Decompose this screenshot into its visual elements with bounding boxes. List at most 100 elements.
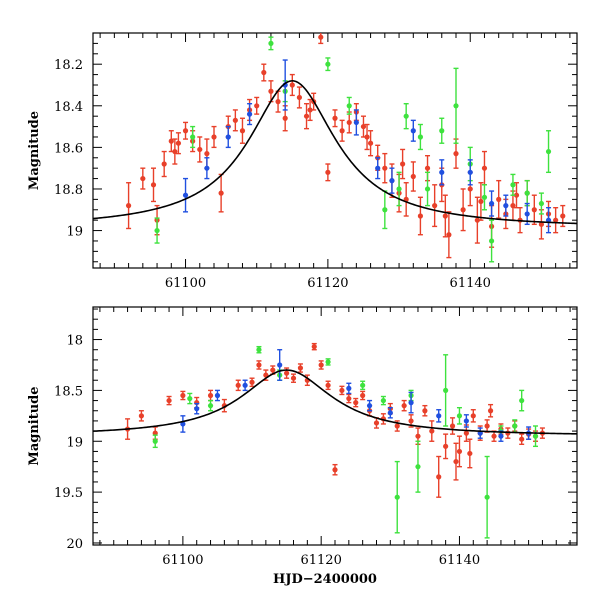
red-data-point bbox=[289, 82, 295, 88]
green-data-point bbox=[424, 186, 431, 192]
x-tick-label: 61140 bbox=[439, 553, 480, 568]
red-data-point bbox=[318, 362, 324, 368]
red-data-point bbox=[296, 94, 303, 101]
red-data-point bbox=[346, 119, 352, 126]
red-data-point bbox=[442, 213, 448, 219]
blue-data-point bbox=[387, 410, 393, 416]
red-data-point bbox=[463, 430, 469, 436]
blue-data-point bbox=[204, 165, 210, 171]
red-data-point bbox=[460, 207, 466, 213]
y-axis-title: Magnitude bbox=[27, 386, 42, 465]
blue-data-point bbox=[408, 400, 414, 406]
green-data-point bbox=[538, 200, 545, 207]
red-data-point bbox=[538, 221, 545, 227]
red-data-point bbox=[353, 400, 359, 406]
red-data-point bbox=[332, 115, 338, 121]
red-data-point bbox=[382, 165, 388, 171]
blue-data-point bbox=[353, 119, 359, 126]
green-data-point bbox=[152, 438, 158, 444]
red-data-point bbox=[373, 420, 380, 426]
red-data-point bbox=[197, 146, 203, 153]
y-tick-label: 19.5 bbox=[54, 486, 83, 501]
data-layer bbox=[93, 342, 577, 539]
red-data-point bbox=[474, 217, 480, 223]
y-tick-label: 18.5 bbox=[54, 384, 83, 399]
red-data-point bbox=[325, 169, 331, 175]
blue-data-point bbox=[346, 385, 352, 391]
red-data-point bbox=[478, 198, 484, 205]
red-data-point bbox=[453, 458, 459, 465]
red-data-point bbox=[211, 134, 217, 140]
plot-frame bbox=[92, 32, 578, 269]
red-data-point bbox=[443, 443, 449, 449]
red-data-point bbox=[207, 392, 214, 399]
red-data-point bbox=[138, 413, 144, 419]
y-tick-label: 18.4 bbox=[54, 100, 83, 115]
red-data-point bbox=[449, 423, 456, 429]
blue-data-point bbox=[545, 217, 552, 223]
red-data-point bbox=[303, 113, 310, 119]
green-data-point bbox=[453, 103, 459, 109]
red-data-point bbox=[282, 115, 288, 121]
red-data-point bbox=[256, 362, 262, 368]
red-data-point bbox=[408, 418, 414, 424]
red-data-point bbox=[152, 430, 158, 436]
red-data-point bbox=[254, 103, 260, 109]
green-data-point bbox=[456, 413, 463, 419]
blue-data-point bbox=[524, 211, 530, 217]
red-data-point bbox=[432, 203, 438, 209]
red-data-point bbox=[175, 140, 182, 146]
green-data-point bbox=[380, 397, 386, 404]
red-data-point bbox=[364, 134, 370, 140]
red-data-point bbox=[519, 436, 525, 442]
green-data-point bbox=[532, 433, 539, 439]
red-data-point bbox=[484, 423, 490, 429]
red-data-point bbox=[261, 69, 267, 76]
red-data-point bbox=[307, 107, 313, 113]
red-data-point bbox=[367, 140, 374, 146]
y-tick-label: 18.8 bbox=[54, 183, 83, 198]
red-data-point bbox=[417, 213, 424, 219]
green-data-point bbox=[519, 397, 525, 404]
green-data-point bbox=[190, 134, 196, 140]
red-data-point bbox=[249, 379, 255, 385]
green-data-point bbox=[382, 207, 388, 213]
red-data-point bbox=[453, 151, 459, 157]
blue-data-point bbox=[375, 165, 381, 171]
red-data-point bbox=[446, 232, 452, 238]
panel-top: 61100 61120 61140 18.2 18.4 18.6 18.8 19 Magnitu… bbox=[27, 32, 578, 291]
red-data-point bbox=[290, 375, 297, 381]
red-data-point bbox=[401, 403, 407, 409]
red-data-point bbox=[467, 186, 473, 192]
red-data-point bbox=[470, 413, 476, 419]
y-tick-label: 19 bbox=[66, 225, 83, 240]
red-data-point bbox=[239, 128, 246, 134]
green-data-point bbox=[154, 227, 160, 234]
blue-data-point bbox=[439, 169, 445, 175]
red-data-point bbox=[531, 207, 537, 213]
green-data-point bbox=[325, 359, 331, 365]
red-data-point bbox=[436, 474, 442, 480]
green-data-point bbox=[256, 347, 262, 353]
blue-data-point bbox=[488, 200, 495, 207]
red-data-point bbox=[150, 182, 157, 188]
green-data-point bbox=[415, 464, 421, 470]
y-axis-title: Magnitude bbox=[27, 111, 42, 190]
blue-data-point bbox=[498, 433, 504, 439]
green-data-point bbox=[443, 387, 449, 394]
red-data-point bbox=[456, 448, 463, 455]
blue-data-point bbox=[467, 169, 473, 175]
y-tick-label: 18.6 bbox=[54, 141, 83, 156]
blue-data-point bbox=[182, 192, 189, 198]
red-data-point bbox=[182, 128, 189, 134]
blue-data-point bbox=[436, 413, 442, 419]
y-tick-label: 18 bbox=[66, 334, 83, 349]
blue-data-point bbox=[503, 203, 509, 209]
red-data-point bbox=[125, 203, 132, 209]
red-data-point bbox=[360, 123, 367, 130]
red-data-point bbox=[510, 203, 516, 209]
red-data-point bbox=[394, 423, 400, 429]
red-data-point bbox=[513, 192, 520, 198]
